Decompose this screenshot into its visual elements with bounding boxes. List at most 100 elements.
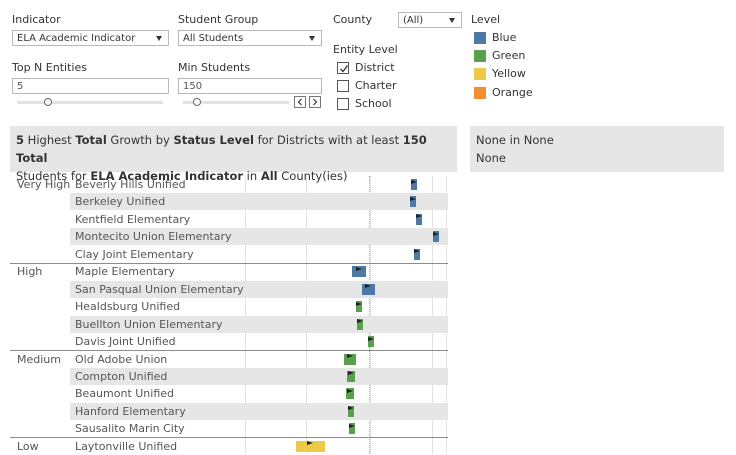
chevron-right-icon [313, 98, 318, 106]
student-group-select[interactable]: All Students [178, 30, 322, 46]
arrow-right-icon [355, 301, 362, 306]
arrow-right-icon [356, 319, 363, 324]
chart-row[interactable]: Old Adobe Union [70, 351, 448, 368]
legend-label: Orange [492, 86, 533, 99]
growth-bar[interactable] [355, 301, 362, 313]
county-select[interactable]: (All) [398, 12, 462, 28]
growth-bar[interactable] [432, 231, 439, 243]
min-students-label: Min Students [178, 61, 251, 74]
chart-row[interactable]: Maple Elementary [70, 263, 448, 280]
title-text-3: for Districts with at least [253, 133, 403, 147]
top-n-input[interactable]: 5 [12, 78, 169, 94]
chart-row[interactable]: Kentfield Elementary [70, 211, 448, 228]
growth-bar[interactable] [356, 318, 363, 330]
arrow-right-icon [365, 284, 372, 289]
legend-swatch [474, 68, 486, 80]
school-checkbox[interactable] [337, 98, 349, 110]
arrow-right-icon [355, 266, 362, 271]
growth-bar[interactable] [296, 440, 325, 452]
legend-swatch [474, 50, 486, 62]
chart-row[interactable]: Sausalito Marin City [70, 420, 448, 437]
side-panel-line-1: None in None [476, 133, 554, 147]
gridline [446, 176, 447, 454]
charter-checkbox[interactable] [337, 80, 349, 92]
growth-bar[interactable] [368, 336, 375, 348]
title-text-4: Students for [16, 169, 91, 183]
min-students-slider-handle[interactable] [193, 98, 201, 106]
title-text-6: County(ies) [277, 169, 348, 183]
chart-row[interactable]: Montecito Union Elementary [70, 228, 448, 246]
legend-swatch [474, 32, 486, 44]
district-name: Compton Unified [75, 369, 168, 383]
arrow-right-icon [413, 249, 420, 254]
legend-title: Level [471, 13, 501, 26]
district-name: Davis Joint Unified [75, 335, 176, 349]
arrow-right-icon [368, 336, 375, 341]
district-name: Old Adobe Union [75, 352, 168, 366]
arrow-right-icon [347, 388, 354, 393]
school-option-label: School [355, 97, 392, 110]
growth-bar[interactable] [413, 248, 420, 260]
chart-row[interactable]: Compton Unified [70, 367, 448, 385]
student-group-value: All Students [183, 33, 244, 44]
growth-bar[interactable] [347, 405, 354, 417]
district-name: Sausalito Marin City [75, 422, 185, 436]
increment-button[interactable] [309, 96, 321, 108]
top-n-label: Top N Entities [12, 61, 87, 74]
chart-row[interactable]: Laytonville Unified [70, 438, 448, 455]
chart-row[interactable]: Davis Joint Unified [70, 333, 448, 350]
group-label: Medium [17, 352, 61, 366]
growth-bar[interactable] [344, 353, 356, 365]
top-n-slider-track[interactable] [17, 101, 163, 104]
arrow-right-icon [347, 406, 354, 411]
growth-bar[interactable] [345, 388, 355, 400]
district-name: Buellton Union Elementary [75, 317, 223, 331]
group-divider [10, 262, 448, 264]
chart-row[interactable]: Beaumont Unified [70, 385, 448, 402]
growth-bar[interactable] [346, 370, 356, 382]
indicator-value: ELA Academic Indicator [17, 33, 136, 44]
group-label: Very High [17, 178, 71, 191]
district-name: San Pasqual Union Elementary [75, 282, 244, 296]
chevron-left-icon [297, 98, 302, 106]
district-name: Beaumont Unified [75, 387, 175, 401]
legend-swatch [474, 87, 486, 99]
chevron-down-icon [156, 36, 162, 41]
district-checkbox[interactable] [337, 62, 349, 74]
growth-bar[interactable] [351, 266, 366, 278]
title-bold-3: 150 Total [16, 133, 427, 165]
min-students-input[interactable]: 150 [178, 78, 322, 94]
growth-bar[interactable] [348, 423, 355, 435]
chart-row[interactable]: Beverly Hills Unified [70, 176, 448, 193]
group-label: High [17, 265, 43, 279]
chart-row[interactable]: Clay Joint Elementary [70, 246, 448, 263]
chart-row[interactable]: Buellton Union Elementary [70, 315, 448, 333]
title-bold-2: Status Level [173, 133, 254, 147]
chart-title: 5 Highest Total Growth by Status Level f… [10, 126, 457, 183]
chart-row[interactable]: San Pasqual Union Elementary [70, 280, 448, 298]
growth-bar[interactable] [409, 196, 416, 208]
district-name: Beverly Hills Unified [75, 178, 186, 191]
legend-label: Green [492, 49, 526, 62]
growth-bar[interactable] [416, 213, 423, 225]
min-students-slider-track[interactable] [183, 101, 289, 104]
chart-row[interactable]: Healdsburg Unified [70, 298, 448, 315]
arrow-right-icon [410, 179, 417, 184]
chart-row[interactable]: Berkeley Unified [70, 193, 448, 211]
growth-bar[interactable] [410, 179, 417, 190]
indicator-select[interactable]: ELA Academic Indicator [12, 30, 169, 46]
legend-label: Blue [492, 31, 517, 44]
chart-row[interactable]: Hanford Elementary [70, 402, 448, 420]
decrement-button[interactable] [294, 96, 306, 108]
group-label: Low [17, 439, 39, 453]
gridline [306, 176, 307, 454]
arrow-right-icon [347, 371, 354, 376]
arrow-right-icon [409, 196, 416, 201]
arrow-right-icon [348, 423, 355, 428]
title-bold-4: ELA Academic Indicator [90, 169, 244, 183]
growth-bar[interactable] [361, 283, 375, 295]
district-name: Clay Joint Elementary [75, 247, 194, 261]
district-name: Berkeley Unified [75, 195, 166, 209]
top-n-slider-handle[interactable] [44, 98, 52, 106]
arrow-right-icon [347, 354, 354, 358]
